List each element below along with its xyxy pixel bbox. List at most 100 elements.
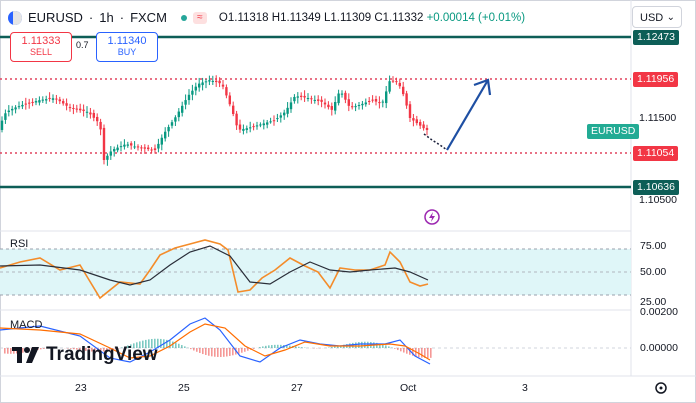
histogram-bar xyxy=(418,348,420,358)
ohlc-low: L1.11309 xyxy=(324,11,372,24)
histogram-bar xyxy=(241,348,243,353)
histogram-bar xyxy=(130,344,132,348)
histogram-bar xyxy=(400,348,402,352)
candle-body xyxy=(259,124,262,126)
histogram-bar xyxy=(406,348,408,354)
histogram-bar xyxy=(76,348,78,350)
candle-body xyxy=(170,122,174,126)
candle-body xyxy=(130,143,133,146)
sell-button[interactable]: 1.11333 SELL xyxy=(10,32,72,62)
candle-body xyxy=(65,103,68,106)
interval[interactable]: 1h xyxy=(99,10,114,25)
candle-body xyxy=(286,107,289,114)
symbol-name[interactable]: EURUSD xyxy=(28,10,83,25)
spread-value: 0.7 xyxy=(76,40,89,50)
histogram-bar xyxy=(280,344,282,348)
settings-gear-icon[interactable] xyxy=(655,382,667,394)
candle-body xyxy=(89,112,92,115)
candle-body xyxy=(320,99,323,102)
candle-body xyxy=(388,81,391,92)
macd-tick-1: 0.00200 xyxy=(640,306,678,318)
buy-button[interactable]: 1.11340 BUY xyxy=(96,32,158,62)
candle-body xyxy=(364,102,367,105)
candle-body xyxy=(38,100,41,103)
candle-body xyxy=(143,147,146,149)
projection-arrow[interactable] xyxy=(446,79,489,151)
rsi-label[interactable]: RSI xyxy=(10,238,29,250)
candle-body xyxy=(306,98,310,99)
candle-body xyxy=(266,122,269,125)
candle-body xyxy=(24,103,27,105)
histogram-bar xyxy=(70,348,72,349)
histogram-bar xyxy=(301,347,303,348)
histogram-bar xyxy=(232,348,234,356)
histogram-bar xyxy=(145,339,147,348)
candle-body xyxy=(344,92,347,100)
candle-body xyxy=(279,115,282,118)
candle-body xyxy=(11,108,14,111)
histogram-bar xyxy=(79,348,81,351)
candle-body xyxy=(55,98,58,100)
candle-body xyxy=(48,97,51,99)
histogram-bar xyxy=(286,345,288,348)
buy-label: BUY xyxy=(117,47,137,57)
tradingview-logo[interactable]: TradingView xyxy=(12,344,158,366)
candle-body xyxy=(21,104,24,107)
candle-body xyxy=(232,105,235,114)
candle-body xyxy=(371,99,374,101)
histogram-bar xyxy=(244,348,246,352)
wave-icon[interactable]: ≈ xyxy=(192,11,207,24)
histogram-bar xyxy=(157,338,159,348)
candle-body xyxy=(398,82,401,87)
candle-body xyxy=(351,106,354,108)
histogram-bar xyxy=(166,339,168,348)
candle-body xyxy=(126,144,129,146)
candle-body xyxy=(395,81,398,83)
candle-body xyxy=(167,126,170,132)
histogram-bar xyxy=(193,348,195,351)
candle-body xyxy=(102,127,106,160)
histogram-bar xyxy=(10,348,12,354)
signal-line xyxy=(0,323,431,361)
histogram-bar xyxy=(142,340,144,348)
candle-body xyxy=(92,112,95,118)
settings-gear-center xyxy=(659,386,663,390)
candle-body xyxy=(191,90,194,95)
candle-body xyxy=(385,91,388,104)
candle-body xyxy=(252,126,255,128)
histogram-bar xyxy=(265,345,267,348)
candle-body xyxy=(160,137,163,145)
histogram-bar xyxy=(355,342,357,348)
rsi-band xyxy=(0,249,631,295)
market-open-icon xyxy=(180,14,187,21)
histogram-bar xyxy=(40,348,42,350)
flash-event-icon[interactable] xyxy=(424,209,440,225)
currency-select[interactable]: USD ⌄ xyxy=(632,6,682,28)
histogram-bar xyxy=(82,348,84,351)
price-tick-1: 1.11500 xyxy=(639,112,677,124)
candle-body xyxy=(194,86,197,91)
histogram-bar xyxy=(214,348,216,357)
histogram-bar xyxy=(253,348,255,349)
macd-tick-0: 0.00000 xyxy=(640,342,678,354)
histogram-bar xyxy=(136,342,138,348)
histogram-bar xyxy=(115,348,117,350)
candle-body xyxy=(82,109,85,112)
histogram-bar xyxy=(271,345,273,348)
histogram-bar xyxy=(85,348,87,351)
candle-body xyxy=(357,105,361,106)
price-tick-2: 1.10500 xyxy=(639,194,677,206)
ohlc-high: H1.11349 xyxy=(271,11,321,24)
time-tick-23: 23 xyxy=(75,382,87,394)
candle-body xyxy=(242,128,245,131)
candle-body xyxy=(201,82,204,86)
histogram-bar xyxy=(211,348,213,357)
candle-body xyxy=(419,122,422,126)
candle-body xyxy=(323,102,327,105)
candle-body xyxy=(0,120,4,130)
histogram-bar xyxy=(247,348,249,351)
sell-label: SELL xyxy=(29,47,53,57)
macd-label[interactable]: MACD xyxy=(10,319,43,331)
candle-body xyxy=(106,155,109,160)
